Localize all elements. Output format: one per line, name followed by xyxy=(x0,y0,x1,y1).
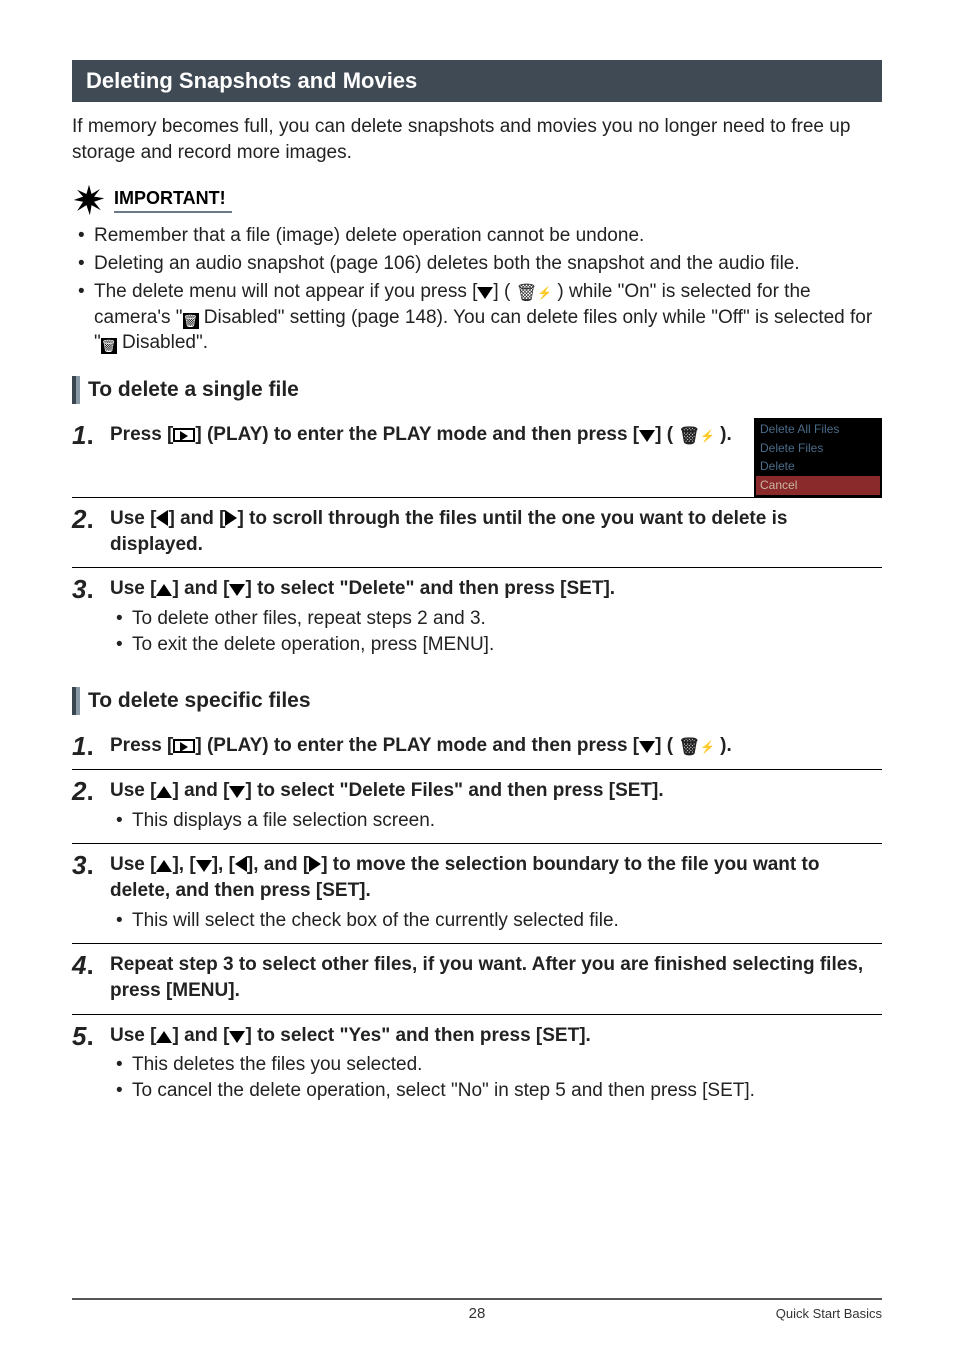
important-heading: IMPORTANT! xyxy=(72,183,882,217)
step: 4. Repeat step 3 to select other files, … xyxy=(72,944,882,1014)
subheading-bar xyxy=(72,376,80,404)
down-arrow-icon xyxy=(229,786,245,798)
step-number: 5. xyxy=(72,1023,100,1104)
step-note: To exit the delete operation, press [MEN… xyxy=(116,632,882,658)
step: 5. Use [] and [] to select "Yes" and the… xyxy=(72,1015,882,1114)
step-notes: This displays a file selection screen. xyxy=(110,808,882,834)
step-number: 2. xyxy=(72,506,100,557)
trash-icon: 🗑 xyxy=(516,282,538,305)
step: 3. Use [], [], [], and [] to move the se… xyxy=(72,844,882,944)
step-number: 2. xyxy=(72,778,100,833)
menu-item-highlighted: Cancel xyxy=(756,476,880,495)
left-arrow-icon xyxy=(156,510,168,526)
subheading-bar xyxy=(72,687,80,715)
step-title: Use [] and [] to select "Yes" and then p… xyxy=(110,1023,882,1049)
step-notes: This deletes the files you selected. To … xyxy=(110,1052,882,1103)
important-item: Remember that a file (image) delete oper… xyxy=(78,223,882,249)
step: 1. Press [] (PLAY) to enter the PLAY mod… xyxy=(72,414,740,458)
subheading: To delete specific files xyxy=(88,687,311,715)
bolt-icon: ⚡ xyxy=(700,429,715,443)
intro-text: If memory becomes full, you can delete s… xyxy=(72,114,882,165)
step-note: This will select the check box of the cu… xyxy=(116,908,882,934)
trash-icon: 🗑 xyxy=(678,425,700,448)
step-number: 4. xyxy=(72,952,100,1003)
step-number: 3. xyxy=(72,852,100,933)
step-notes: To delete other files, repeat steps 2 an… xyxy=(110,606,882,657)
menu-item: Delete xyxy=(756,457,880,476)
down-arrow-icon xyxy=(639,430,655,442)
step: 3. Use [] and [] to select "Delete" and … xyxy=(72,568,882,667)
step: 1. Press [] (PLAY) to enter the PLAY mod… xyxy=(72,725,882,770)
down-arrow-icon xyxy=(196,860,212,872)
down-arrow-icon xyxy=(229,1031,245,1043)
step: 2. Use [] and [] to scroll through the f… xyxy=(72,498,882,568)
section-heading: Deleting Snapshots and Movies xyxy=(72,60,882,102)
left-arrow-icon xyxy=(235,856,247,872)
up-arrow-icon xyxy=(156,584,172,596)
trash-inverse-icon: 🗑 xyxy=(101,338,117,354)
trash-inverse-icon: 🗑 xyxy=(183,313,199,329)
step-title: Use [] and [] to select "Delete Files" a… xyxy=(110,778,882,804)
right-arrow-icon xyxy=(225,510,237,526)
step-title: Repeat step 3 to select other files, if … xyxy=(110,952,882,1003)
step-note: This displays a file selection screen. xyxy=(116,808,882,834)
step-title: Use [] and [] to select "Delete" and the… xyxy=(110,576,882,602)
up-arrow-icon xyxy=(156,860,172,872)
play-icon xyxy=(173,428,195,442)
step-note: This deletes the files you selected. xyxy=(116,1052,882,1078)
subheading: To delete a single file xyxy=(88,376,299,404)
step-number: 3. xyxy=(72,576,100,657)
step: 2. Use [] and [] to select "Delete Files… xyxy=(72,770,882,844)
important-list: Remember that a file (image) delete oper… xyxy=(72,223,882,356)
menu-item: Delete All Files xyxy=(756,420,880,439)
play-icon xyxy=(173,739,195,753)
step-title: Use [] and [] to scroll through the file… xyxy=(110,506,882,557)
step-number: 1. xyxy=(72,733,100,759)
down-arrow-icon xyxy=(477,287,493,299)
up-arrow-icon xyxy=(156,1031,172,1043)
down-arrow-icon xyxy=(639,741,655,753)
important-label: IMPORTANT! xyxy=(114,188,232,213)
delete-menu-screenshot: Delete All Files Delete Files Delete Can… xyxy=(754,418,882,497)
step-notes: This will select the check box of the cu… xyxy=(110,908,882,934)
right-arrow-icon xyxy=(309,856,321,872)
step-note: To delete other files, repeat steps 2 an… xyxy=(116,606,882,632)
step-number: 1. xyxy=(72,422,100,448)
subheading-row: To delete specific files xyxy=(72,687,882,715)
step-title: Use [], [], [], and [] to move the selec… xyxy=(110,852,882,903)
down-arrow-icon xyxy=(229,584,245,596)
menu-item: Delete Files xyxy=(756,439,880,458)
important-item: The delete menu will not appear if you p… xyxy=(78,279,882,356)
step-title: Press [] (PLAY) to enter the PLAY mode a… xyxy=(110,733,882,759)
step-title: Press [] (PLAY) to enter the PLAY mode a… xyxy=(110,422,740,448)
footer-section: Quick Start Basics xyxy=(776,1306,882,1321)
bolt-icon: ⚡ xyxy=(537,286,552,300)
up-arrow-icon xyxy=(156,786,172,798)
burst-icon xyxy=(72,183,106,217)
important-item: Deleting an audio snapshot (page 106) de… xyxy=(78,251,882,277)
trash-icon: 🗑 xyxy=(678,736,700,759)
bolt-icon: ⚡ xyxy=(700,740,715,754)
page-footer: 28 Quick Start Basics xyxy=(0,1298,954,1321)
step-note: To cancel the delete operation, select "… xyxy=(116,1078,882,1104)
subheading-row: To delete a single file xyxy=(72,376,882,404)
page-number: 28 xyxy=(469,1305,486,1322)
